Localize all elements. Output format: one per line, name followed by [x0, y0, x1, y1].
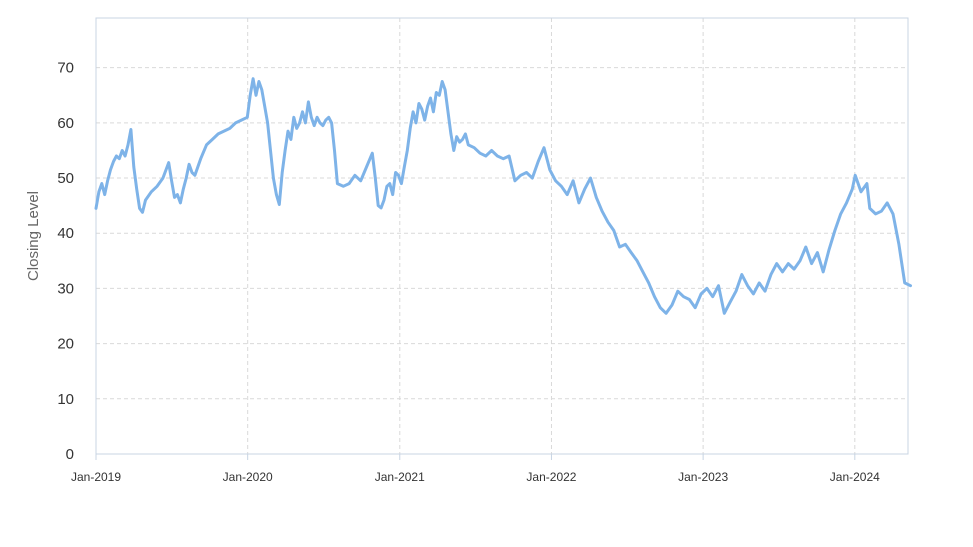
y-tick-label: 0 [66, 446, 74, 463]
x-tick-label: Jan-2021 [375, 470, 425, 484]
x-tick-label: Jan-2024 [830, 470, 880, 484]
gridlines [96, 18, 908, 454]
y-axis-title: Closing Level [25, 191, 42, 281]
y-tick-label: 40 [57, 225, 74, 242]
x-tick-label: Jan-2022 [526, 470, 576, 484]
y-axis-ticks: 0 10 20 30 40 50 60 70 [57, 60, 74, 463]
x-tick-label: Jan-2019 [71, 470, 121, 484]
y-tick-label: 50 [57, 170, 74, 187]
plot-area-border [95, 17, 909, 455]
series-line [94, 77, 912, 315]
x-tick-label: Jan-2020 [223, 470, 273, 484]
x-tick-label: Jan-2023 [678, 470, 728, 484]
y-tick-label: 10 [57, 391, 74, 408]
y-tick-label: 20 [57, 336, 74, 353]
y-tick-label: 60 [57, 115, 74, 132]
y-tick-label: 30 [57, 280, 74, 297]
y-tick-label: 70 [57, 60, 74, 77]
x-axis-ticks: Jan-2019 Jan-2020 Jan-2021 Jan-2022 Jan-2023… [71, 454, 880, 484]
